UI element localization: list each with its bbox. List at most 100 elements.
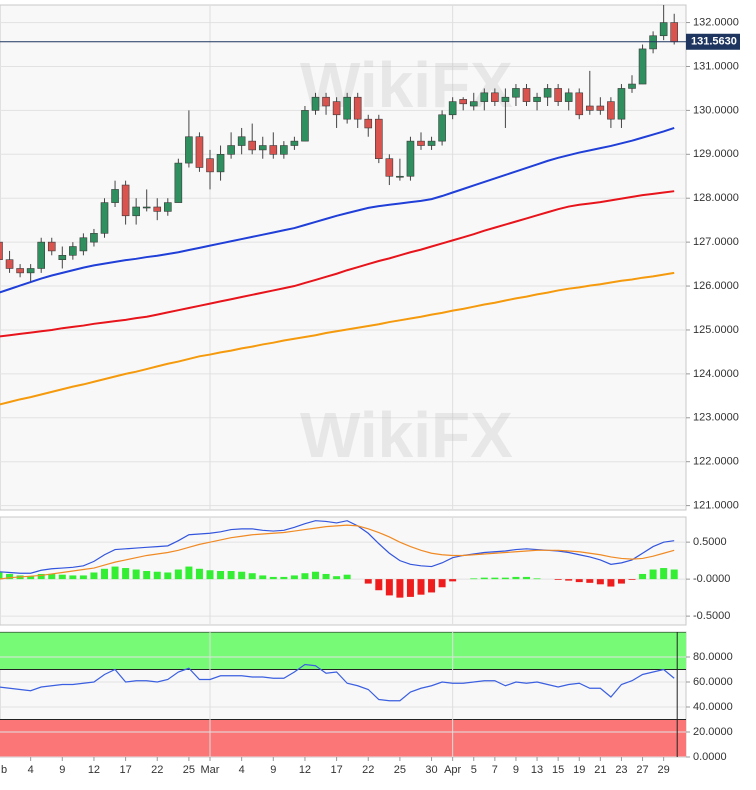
x-tick-label: 29 [658,764,670,776]
histogram-bar [385,579,393,596]
candle-body [448,101,457,116]
candle-body [491,92,499,102]
x-tick-label: 13 [531,764,543,776]
candle-body [227,145,235,155]
candle-body [417,140,425,146]
line-series [0,663,675,702]
histogram-bar [0,571,3,580]
x-tick-label: 19 [573,764,585,776]
histogram-bar [364,579,372,584]
histogram-bar [27,576,35,580]
histogram-bar [322,573,330,580]
plot-area [0,4,687,511]
y-tick-label: 129.0000 [693,148,739,160]
candle-body [480,92,489,102]
histogram-bar [396,579,404,598]
candle-body [406,140,415,177]
line-series [0,520,675,574]
histogram-bar [617,579,625,584]
candle-body [0,241,3,260]
x-tick-label: 17 [330,764,342,776]
candle-body [237,136,246,146]
line-series [0,127,675,294]
y-tick-label: 80.0000 [693,651,733,663]
last-price-box [686,33,740,50]
candle-body [617,88,626,120]
candle-body [206,158,214,173]
candle-body [353,96,362,120]
candle-body [100,202,109,234]
x-tick-label: 25 [183,764,195,776]
line-series [0,524,675,580]
candle-body [522,88,531,102]
candle-body [543,88,552,98]
candle-body [79,237,88,252]
candle-body [47,241,56,252]
y-tick-label: 124.0000 [693,368,739,380]
candle-body [269,145,278,155]
candle-body [469,101,478,107]
histogram-bar [501,577,509,580]
candle-body [121,184,130,217]
x-tick-label: 7 [492,764,498,776]
y-tick-label: 20.0000 [693,726,733,738]
x-tick-label: 4 [239,764,245,776]
zone [0,632,686,670]
candle-body [385,158,394,177]
x-tick-label: 9 [270,764,276,776]
plot [0,517,686,625]
histogram-bar [185,566,193,580]
histogram-bar [417,579,425,595]
histogram-bar [164,572,172,580]
histogram-bar [406,579,414,597]
y-tick-label: 132.0000 [693,16,739,28]
histogram-bar [333,576,341,580]
histogram-bar [290,575,298,580]
candle-body [396,175,404,178]
y-tick-label: 128.0000 [693,192,739,204]
histogram-bar [575,579,583,583]
histogram-bar [122,568,130,580]
histogram-bar [195,568,203,580]
candle-body [332,101,341,116]
candle-body [311,96,320,111]
histogram-bar [649,569,657,580]
histogram-bar [670,569,678,580]
x-tick-label: 15 [552,764,564,776]
y-tick-label: 123.0000 [693,412,739,424]
candle-body [364,118,373,129]
zone [0,719,686,757]
candle-body [512,88,520,98]
candle-body [153,206,162,212]
candle-body [26,268,35,274]
x-tick-label: 12 [88,764,100,776]
histogram-bar [533,578,541,580]
candle-body [37,241,46,269]
histogram-bar [238,571,246,580]
x-tick-label: 9 [513,764,519,776]
candle-body [248,140,256,151]
histogram-bar [269,576,277,580]
histogram-bar [428,579,436,593]
histogram-bar [69,575,77,580]
histogram-bar [449,579,457,582]
histogram-bar [206,570,214,580]
histogram-bar [174,569,182,580]
candle-body [164,202,172,212]
histogram-bar [375,579,383,591]
candle-body [280,145,288,155]
histogram-bar [101,568,108,580]
histogram-bar [586,579,594,583]
histogram-bar [512,576,520,580]
histogram-bar [596,579,604,585]
candle-body [90,233,98,243]
x-tick-label: 4 [28,764,34,776]
candle-body [301,110,309,142]
y-tick-label: 126.0000 [693,280,739,292]
candle-body [638,48,647,85]
histogram-bar [480,577,488,580]
histogram-bar [79,575,87,580]
x-tick-label: 25 [394,764,406,776]
plot [0,632,686,757]
